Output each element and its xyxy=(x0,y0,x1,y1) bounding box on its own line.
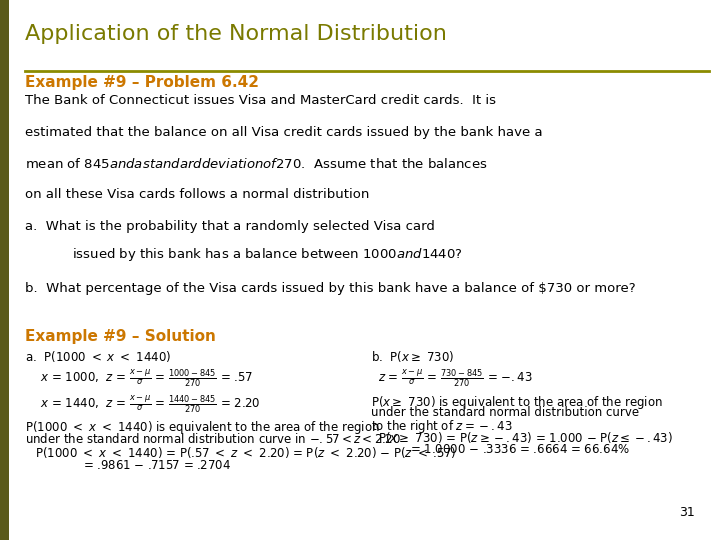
Text: $x$ = 1000,  $z$ = $\frac{x-\mu}{\sigma}$ = $\frac{1000-845}{270}$ = .57: $x$ = 1000, $z$ = $\frac{x-\mu}{\sigma}$… xyxy=(40,368,252,389)
Text: b.  P($x \geq$ 730): b. P($x \geq$ 730) xyxy=(371,349,454,364)
Text: under the standard normal distribution curve: under the standard normal distribution c… xyxy=(371,406,639,419)
Text: estimated that the balance on all Visa credit cards issued by the bank have a: estimated that the balance on all Visa c… xyxy=(25,126,543,139)
Text: Application of the Normal Distribution: Application of the Normal Distribution xyxy=(25,24,447,44)
Text: P(1000 $<$ $x$ $<$ 1440) = P(.57 $<$ $z$ $<$ 2.20) = P($z$ $<$ 2.20) $-$ P($z$ $: P(1000 $<$ $x$ $<$ 1440) = P(.57 $<$ $z$… xyxy=(35,446,456,461)
Text: to the right of $z = -.43$: to the right of $z = -.43$ xyxy=(371,418,513,435)
Text: issued by this bank has a balance between $1000 and $1440?: issued by this bank has a balance betwee… xyxy=(47,246,463,264)
Text: a.  P(1000 $<$ $x$ $<$ 1440): a. P(1000 $<$ $x$ $<$ 1440) xyxy=(25,349,171,364)
Text: The Bank of Connecticut issues Visa and MasterCard credit cards.  It is: The Bank of Connecticut issues Visa and … xyxy=(25,94,496,107)
Text: a.  What is the probability that a randomly selected Visa card: a. What is the probability that a random… xyxy=(25,220,435,233)
Text: on all these Visa cards follows a normal distribution: on all these Visa cards follows a normal… xyxy=(25,188,369,201)
Text: P($x \geq$ 730) = P($z \geq -.43$) = 1.000 $-$ P($z \leq -.43$): P($x \geq$ 730) = P($z \geq -.43$) = 1.0… xyxy=(378,430,673,445)
Text: 31: 31 xyxy=(679,507,695,519)
Text: b.  What percentage of the Visa cards issued by this bank have a balance of $730: b. What percentage of the Visa cards iss… xyxy=(25,282,636,295)
Text: mean of $845 and a standard deviation of $270.  Assume that the balances: mean of $845 and a standard deviation of… xyxy=(25,157,487,171)
Text: $x$ = 1440,  $z$ = $\frac{x-\mu}{\sigma}$ = $\frac{1440-845}{270}$ = 2.20: $x$ = 1440, $z$ = $\frac{x-\mu}{\sigma}$… xyxy=(40,394,260,415)
Text: $z$ = $\frac{x-\mu}{\sigma}$ = $\frac{730-845}{270}$ = $-.43$: $z$ = $\frac{x-\mu}{\sigma}$ = $\frac{73… xyxy=(378,368,533,389)
Text: P(1000 $<$ $x$ $<$ 1440) is equivalent to the area of the region: P(1000 $<$ $x$ $<$ 1440) is equivalent t… xyxy=(25,418,380,435)
Text: = 1.0000 $-$ .3336 = .6664 = 66.64%: = 1.0000 $-$ .3336 = .6664 = 66.64% xyxy=(410,443,631,456)
Text: Example #9 – Solution: Example #9 – Solution xyxy=(25,329,216,345)
Text: = .9861 $-$ .7157 = .2704: = .9861 $-$ .7157 = .2704 xyxy=(83,459,231,472)
Text: under the standard normal distribution curve in $-.57 < z < 2.20$: under the standard normal distribution c… xyxy=(25,432,401,446)
Text: P($x \geq$ 730) is equivalent to the area of the region: P($x \geq$ 730) is equivalent to the are… xyxy=(371,394,662,411)
Text: Example #9 – Problem 6.42: Example #9 – Problem 6.42 xyxy=(25,75,259,90)
